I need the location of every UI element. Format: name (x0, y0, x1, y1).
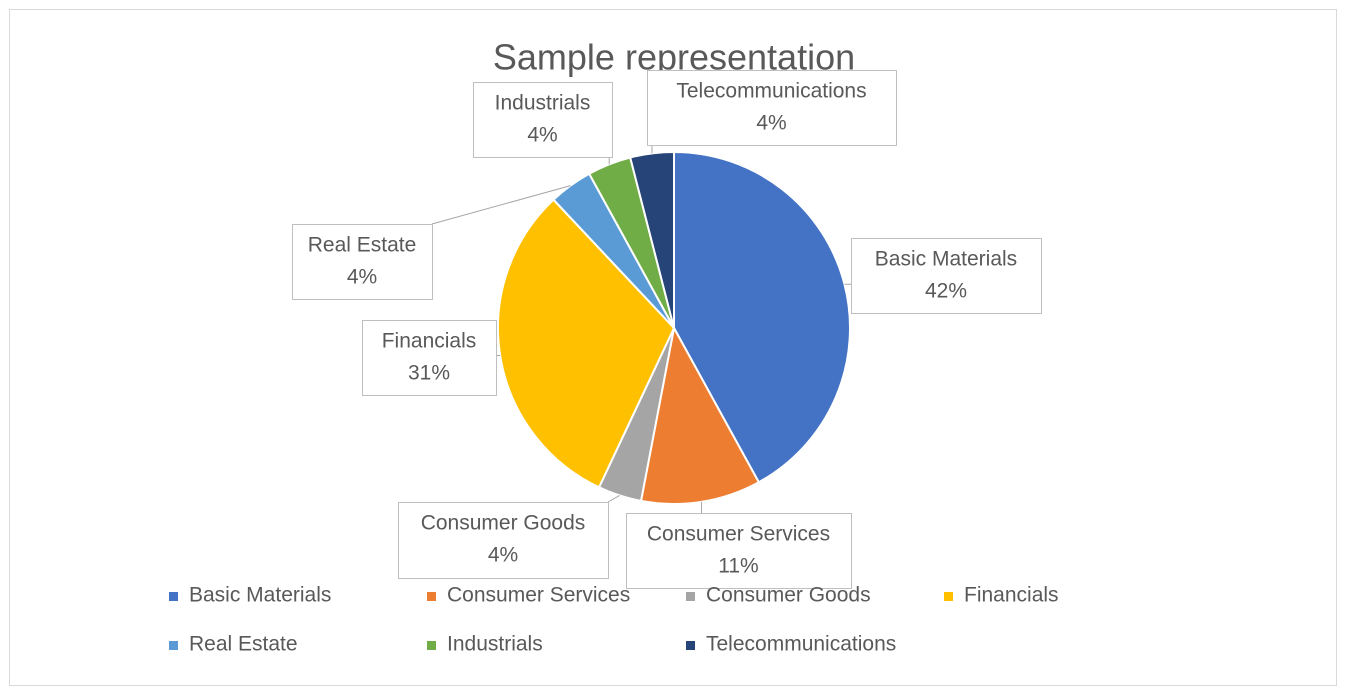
data-label-box (626, 513, 852, 589)
legend-marker (169, 641, 178, 650)
legend-marker (686, 592, 695, 601)
data-label-value: 4% (347, 266, 377, 289)
data-label-value: 31% (408, 362, 450, 385)
legend-marker (427, 641, 436, 650)
legend-label: Real Estate (189, 633, 298, 656)
data-label-name: Industrials (495, 92, 591, 115)
legend-label: Basic Materials (189, 584, 331, 607)
data-label-box (647, 70, 897, 146)
data-label-value: 42% (925, 280, 967, 303)
legend-label: Consumer Goods (706, 584, 871, 607)
data-label-box (362, 320, 497, 396)
legend-label: Industrials (447, 633, 543, 656)
leader-line (431, 185, 571, 225)
data-label-value: 11% (718, 555, 758, 578)
pie-slice (629, 150, 675, 329)
legend-marker (427, 592, 436, 601)
data-label-name: Consumer Services (647, 523, 830, 546)
data-label-name: Financials (382, 330, 477, 353)
data-label-box (292, 224, 433, 300)
data-label-name: Basic Materials (875, 248, 1017, 271)
data-label-value: 4% (756, 112, 786, 135)
data-label-value: 4% (527, 124, 557, 147)
legend-label: Financials (964, 584, 1059, 607)
legend-marker (169, 592, 178, 601)
legend-label: Telecommunications (706, 633, 896, 656)
data-label-value: 4% (488, 544, 518, 567)
pie-slice (497, 198, 676, 489)
data-label-name: Telecommunications (676, 80, 866, 103)
legend-marker (686, 641, 695, 650)
data-label-name: Consumer Goods (421, 512, 586, 535)
legend-marker (944, 592, 953, 601)
data-label-box (398, 502, 609, 579)
data-label-box (473, 82, 613, 158)
legend-label: Consumer Services (447, 584, 630, 607)
pie-slice (673, 150, 851, 484)
data-label-name: Real Estate (308, 234, 417, 257)
data-label-box (851, 238, 1042, 314)
leader-line (607, 494, 620, 503)
